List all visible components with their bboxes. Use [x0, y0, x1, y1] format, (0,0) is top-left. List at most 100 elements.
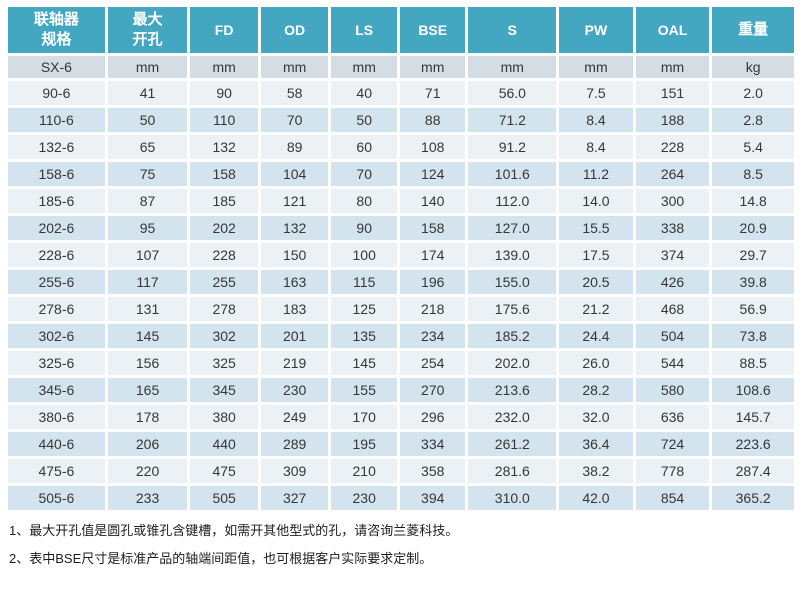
value-cell: 50	[107, 108, 188, 132]
table-row: 345-6 165 345 230 155 270 213.6 28.2 580 108.6	[8, 378, 794, 402]
spec-cell: 278-6	[8, 297, 105, 321]
value-cell: 223.6	[712, 432, 794, 456]
value-cell: 140	[399, 189, 466, 213]
value-cell: 202	[190, 216, 258, 240]
value-cell: 5.4	[712, 135, 794, 159]
value-cell: 249	[260, 405, 329, 429]
value-cell: 302	[190, 324, 258, 348]
value-cell: 544	[635, 351, 710, 375]
table-row: 158-6 75 158 104 70 124 101.6 11.2 264 8.5	[8, 162, 794, 186]
spec-cell: 302-6	[8, 324, 105, 348]
value-cell: 201	[260, 324, 329, 348]
value-cell: 213.6	[468, 378, 557, 402]
table-row: 110-6 50 110 70 50 88 71.2 8.4 188 2.8	[8, 108, 794, 132]
value-cell: 163	[260, 270, 329, 294]
value-cell: 71.2	[468, 108, 557, 132]
value-cell: 504	[635, 324, 710, 348]
table-row: 325-6 156 325 219 145 254 202.0 26.0 544 88.5	[8, 351, 794, 375]
footnotes: 1、最大开孔值是圆孔或锥孔含键槽，如需开其他型式的孔，请咨询兰菱科技。 2、表中…	[8, 522, 798, 569]
value-cell: 36.4	[559, 432, 633, 456]
value-cell: 338	[635, 216, 710, 240]
value-cell: 121	[260, 189, 329, 213]
value-cell: 170	[331, 405, 397, 429]
unit-cell: mm	[107, 56, 188, 78]
unit-cell: SX-6	[8, 56, 105, 78]
value-cell: 234	[399, 324, 466, 348]
value-cell: 14.8	[712, 189, 794, 213]
value-cell: 158	[399, 216, 466, 240]
value-cell: 100	[331, 243, 397, 267]
value-cell: 131	[107, 297, 188, 321]
value-cell: 580	[635, 378, 710, 402]
value-cell: 58	[260, 81, 329, 105]
value-cell: 309	[260, 459, 329, 483]
value-cell: 724	[635, 432, 710, 456]
unit-cell: mm	[468, 56, 557, 78]
spec-cell: 380-6	[8, 405, 105, 429]
column-header: 最大 开孔	[107, 7, 188, 53]
value-cell: 325	[190, 351, 258, 375]
value-cell: 310.0	[468, 486, 557, 510]
value-cell: 345	[190, 378, 258, 402]
value-cell: 117	[107, 270, 188, 294]
table-row: 132-6 65 132 89 60 108 91.2 8.4 228 5.4	[8, 135, 794, 159]
column-header: 重量	[712, 7, 794, 53]
value-cell: 29.7	[712, 243, 794, 267]
value-cell: 287.4	[712, 459, 794, 483]
value-cell: 183	[260, 297, 329, 321]
value-cell: 358	[399, 459, 466, 483]
value-cell: 636	[635, 405, 710, 429]
value-cell: 135	[331, 324, 397, 348]
value-cell: 132	[260, 216, 329, 240]
spec-cell: 255-6	[8, 270, 105, 294]
value-cell: 139.0	[468, 243, 557, 267]
value-cell: 202.0	[468, 351, 557, 375]
value-cell: 15.5	[559, 216, 633, 240]
column-header: OD	[260, 7, 329, 53]
table-row: 202-6 95 202 132 90 158 127.0 15.5 338 20.9	[8, 216, 794, 240]
table-row: 505-6 233 505 327 230 394 310.0 42.0 854 365.2	[8, 486, 794, 510]
value-cell: 155	[331, 378, 397, 402]
value-cell: 90	[190, 81, 258, 105]
value-cell: 334	[399, 432, 466, 456]
column-header: PW	[559, 7, 633, 53]
value-cell: 127.0	[468, 216, 557, 240]
value-cell: 28.2	[559, 378, 633, 402]
value-cell: 219	[260, 351, 329, 375]
value-cell: 270	[399, 378, 466, 402]
unit-cell: mm	[559, 56, 633, 78]
value-cell: 158	[190, 162, 258, 186]
table-row: 380-6 178 380 249 170 296 232.0 32.0 636 145.7	[8, 405, 794, 429]
spec-cell: 90-6	[8, 81, 105, 105]
value-cell: 8.4	[559, 135, 633, 159]
value-cell: 26.0	[559, 351, 633, 375]
value-cell: 228	[190, 243, 258, 267]
value-cell: 14.0	[559, 189, 633, 213]
table-row: 302-6 145 302 201 135 234 185.2 24.4 504 73.8	[8, 324, 794, 348]
spec-cell: 345-6	[8, 378, 105, 402]
value-cell: 112.0	[468, 189, 557, 213]
value-cell: 230	[260, 378, 329, 402]
value-cell: 300	[635, 189, 710, 213]
value-cell: 42.0	[559, 486, 633, 510]
unit-cell: kg	[712, 56, 794, 78]
spec-cell: 158-6	[8, 162, 105, 186]
value-cell: 145.7	[712, 405, 794, 429]
value-cell: 8.5	[712, 162, 794, 186]
value-cell: 278	[190, 297, 258, 321]
value-cell: 110	[190, 108, 258, 132]
value-cell: 38.2	[559, 459, 633, 483]
value-cell: 232.0	[468, 405, 557, 429]
value-cell: 90	[331, 216, 397, 240]
value-cell: 185	[190, 189, 258, 213]
column-header: S	[468, 7, 557, 53]
value-cell: 188	[635, 108, 710, 132]
value-cell: 108.6	[712, 378, 794, 402]
unit-cell: mm	[635, 56, 710, 78]
value-cell: 281.6	[468, 459, 557, 483]
spec-cell: 325-6	[8, 351, 105, 375]
value-cell: 70	[331, 162, 397, 186]
value-cell: 196	[399, 270, 466, 294]
header-row: 联轴器 规格 最大 开孔 FD OD LS BSE S PW OAL 重量	[8, 7, 794, 53]
